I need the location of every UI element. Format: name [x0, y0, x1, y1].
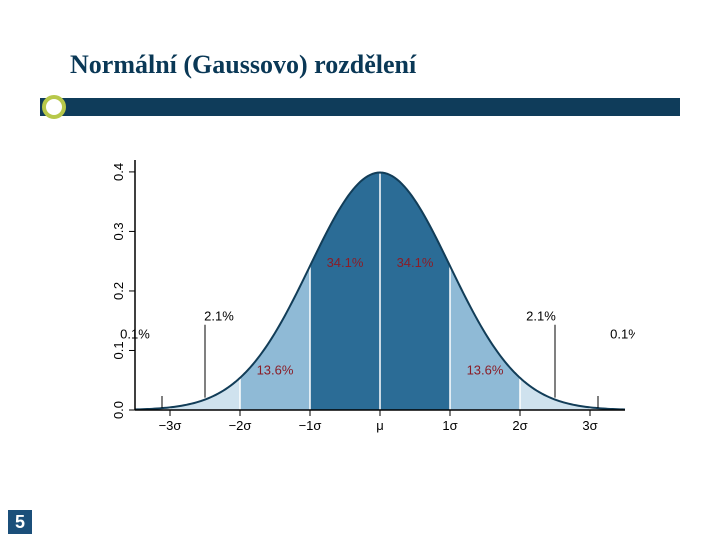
svg-text:2.1%: 2.1% [526, 309, 556, 324]
svg-text:0.4: 0.4 [111, 163, 126, 181]
svg-text:2σ: 2σ [512, 418, 527, 433]
normal-distribution-chart: −3σ −2σ −1σ μ 1σ 2σ 3σ 0.0 0.1 0.2 0.3 0.4 0.1% 2.1% 1… [75, 150, 635, 450]
svg-text:μ: μ [376, 418, 384, 433]
title-underline-bar [40, 98, 680, 116]
svg-text:1σ: 1σ [442, 418, 457, 433]
svg-text:34.1%: 34.1% [397, 255, 434, 270]
svg-text:0.1%: 0.1% [120, 327, 150, 342]
svg-text:13.6%: 13.6% [467, 362, 504, 377]
svg-text:34.1%: 34.1% [327, 255, 364, 270]
svg-text:3σ: 3σ [582, 418, 597, 433]
chart-svg: −3σ −2σ −1σ μ 1σ 2σ 3σ 0.0 0.1 0.2 0.3 0.4 0.1% 2.1% 1… [75, 150, 635, 450]
svg-text:0.0: 0.0 [111, 401, 126, 419]
svg-text:−3σ: −3σ [159, 418, 182, 433]
svg-text:13.6%: 13.6% [257, 362, 294, 377]
svg-text:−1σ: −1σ [299, 418, 322, 433]
svg-text:2.1%: 2.1% [204, 309, 234, 324]
svg-text:0.2: 0.2 [111, 282, 126, 300]
svg-text:0.1: 0.1 [111, 341, 126, 359]
svg-text:−2σ: −2σ [229, 418, 252, 433]
svg-text:0.3: 0.3 [111, 222, 126, 240]
slide: Normální (Gaussovo) rozdělení −3σ −2σ −1σ μ… [0, 0, 720, 540]
svg-text:0.1%: 0.1% [610, 327, 635, 342]
slide-title: Normální (Gaussovo) rozdělení [70, 50, 416, 80]
page-number: 5 [8, 510, 32, 534]
title-bullet-icon [42, 95, 66, 119]
